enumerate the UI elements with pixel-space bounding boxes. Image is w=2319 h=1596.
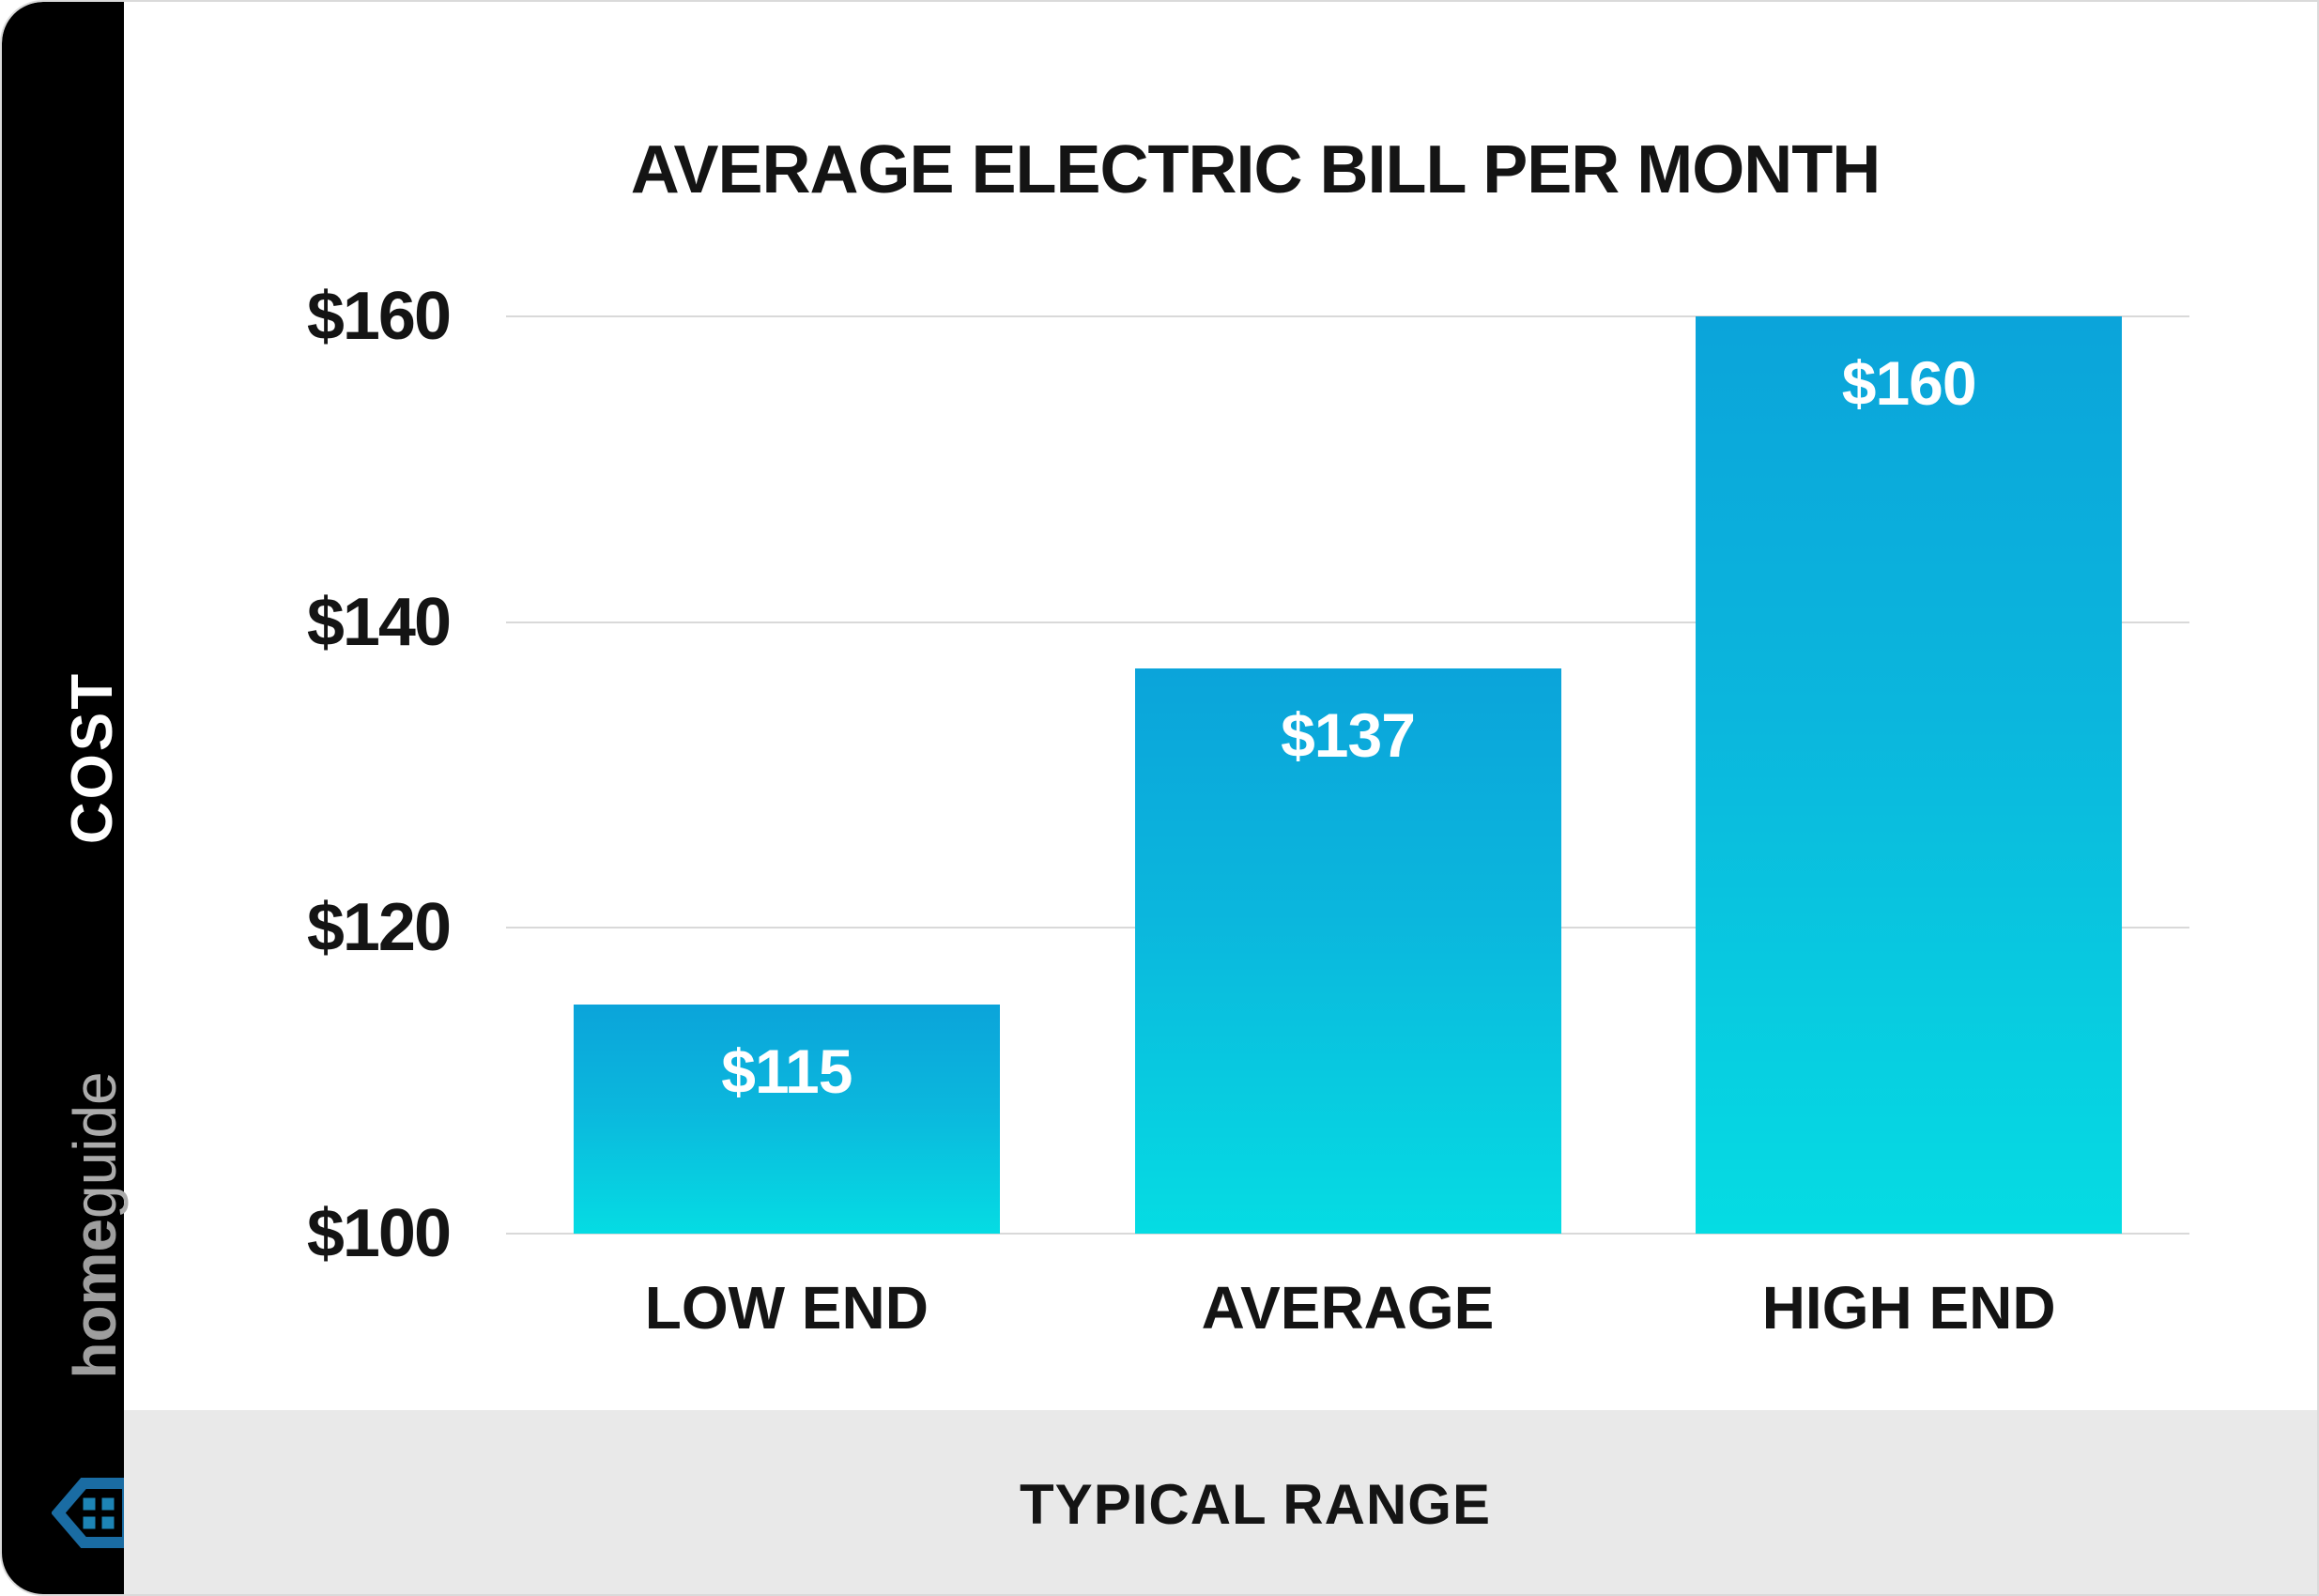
x-tick-label-low-end: LOW END xyxy=(644,1274,929,1342)
x-tick-label-average: AVERAGE xyxy=(1201,1274,1495,1342)
bar-low-end: $115 xyxy=(573,1004,1000,1234)
chart-content: AVERAGE ELECTRIC BILL PER MONTH $100 $120… xyxy=(124,2,2317,1594)
y-tick-label-120: $120 xyxy=(306,890,452,966)
gridline-160 xyxy=(506,315,2189,317)
brand-home-text: home xyxy=(61,1218,129,1379)
y-tick-label-100: $100 xyxy=(306,1196,452,1271)
y-tick-label-160: $160 xyxy=(306,279,452,354)
y-tick-label-140: $140 xyxy=(306,584,452,660)
homeguide-house-icon xyxy=(51,1478,133,1548)
x-axis-title-band: TYPICAL RANGE xyxy=(124,1410,2317,1594)
homeguide-logo-text: homeguide xyxy=(61,1071,129,1378)
y-axis-title: COST xyxy=(60,670,125,845)
x-axis-title: TYPICAL RANGE xyxy=(1020,1472,1491,1536)
x-tick-label-high-end: HIGH END xyxy=(1761,1274,2056,1342)
chart-title: AVERAGE ELECTRIC BILL PER MONTH xyxy=(630,132,1881,208)
plot-area: $100 $120 $140 $160 $115 LOW END $137 AVERAGE $1… xyxy=(307,283,2189,1338)
bar-value-label: $137 xyxy=(1281,699,1416,770)
bar-average: $137 xyxy=(1134,668,1561,1234)
bar-high-end: $160 xyxy=(1696,316,2123,1234)
bar-value-label: $115 xyxy=(721,1036,852,1106)
left-sidebar: COST homeguide xyxy=(2,2,133,1594)
gridline-140 xyxy=(506,621,2189,623)
brand-guide-text: guide xyxy=(61,1071,129,1219)
gridline-100 xyxy=(506,1233,2189,1235)
bar-value-label: $160 xyxy=(1841,348,1977,418)
